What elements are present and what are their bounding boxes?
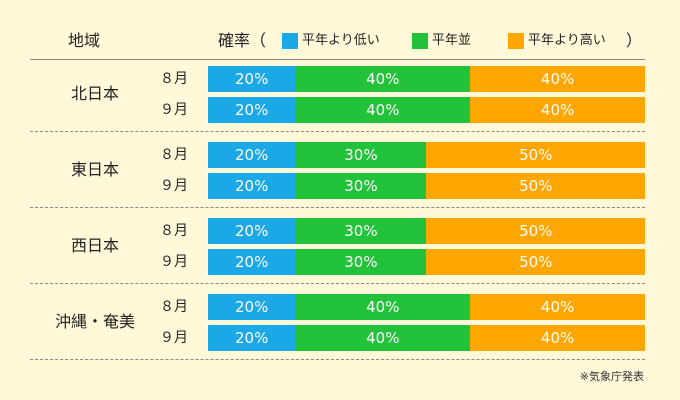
- legend-swatch-above: [508, 33, 524, 49]
- group-divider: [30, 359, 645, 360]
- bar-segment-normal: 40%: [295, 66, 471, 92]
- bar-segment-above: 50%: [426, 218, 645, 244]
- group-divider: [30, 131, 645, 132]
- legend-swatch-below: [282, 33, 298, 49]
- bar-segment-normal: 40%: [295, 97, 471, 123]
- month-label: ８月: [160, 71, 188, 87]
- bar-segment-normal: 30%: [295, 142, 427, 168]
- legend-label-above: 平年より高い: [528, 33, 606, 48]
- bar-segment-normal: 30%: [295, 249, 427, 275]
- region-header: 地域: [68, 31, 101, 50]
- month-label: ８月: [160, 223, 188, 239]
- bar-segment-above: 40%: [470, 325, 645, 351]
- month-label: ９月: [160, 178, 188, 194]
- stacked-bar: 20% 30% 50%: [208, 173, 645, 199]
- stacked-bar: 20% 40% 40%: [208, 97, 645, 123]
- stacked-bar: 20% 30% 50%: [208, 249, 645, 275]
- bar-segment-below: 20%: [208, 249, 296, 275]
- source-note: ※気象庁発表: [579, 370, 644, 383]
- group-divider: [30, 207, 645, 208]
- probability-header-close: ）: [626, 31, 643, 50]
- legend-item-below: 平年より低い: [282, 32, 380, 50]
- bar-segment-below: 20%: [208, 218, 296, 244]
- bar-segment-normal: 30%: [295, 218, 427, 244]
- legend-swatch-normal: [412, 33, 428, 49]
- bar-segment-above: 50%: [426, 173, 645, 199]
- bar-segment-below: 20%: [208, 325, 296, 351]
- stacked-bar: 20% 40% 40%: [208, 294, 645, 320]
- month-label: ９月: [160, 330, 188, 346]
- group-divider: [30, 283, 645, 284]
- month-label: ９月: [160, 102, 188, 118]
- month-label: ８月: [160, 299, 188, 315]
- month-label: ８月: [160, 147, 188, 163]
- probability-header: 確率（: [218, 31, 267, 50]
- region-label: 沖縄・奄美: [54, 312, 135, 331]
- stacked-bar: 20% 30% 50%: [208, 218, 645, 244]
- bar-segment-above: 40%: [470, 66, 645, 92]
- bar-segment-below: 20%: [208, 173, 296, 199]
- bar-segment-above: 40%: [470, 294, 645, 320]
- bar-segment-above: 40%: [470, 97, 645, 123]
- legend-item-normal: 平年並: [412, 32, 471, 50]
- region-label: 東日本: [70, 160, 119, 179]
- bar-segment-below: 20%: [208, 97, 296, 123]
- bar-segment-above: 50%: [426, 249, 645, 275]
- bar-segment-normal: 40%: [295, 325, 471, 351]
- bar-segment-normal: 30%: [295, 173, 427, 199]
- month-label: ９月: [160, 254, 188, 270]
- stacked-bar: 20% 40% 40%: [208, 325, 645, 351]
- region-label: 西日本: [70, 236, 119, 255]
- region-label: 北日本: [70, 84, 119, 103]
- bar-segment-below: 20%: [208, 294, 296, 320]
- legend-label-below: 平年より低い: [302, 33, 380, 48]
- stacked-bar: 20% 30% 50%: [208, 142, 645, 168]
- header-divider: [30, 59, 645, 60]
- bar-segment-normal: 40%: [295, 294, 471, 320]
- bar-segment-below: 20%: [208, 66, 296, 92]
- legend-item-above: 平年より高い: [508, 32, 606, 50]
- legend-label-normal: 平年並: [432, 33, 472, 48]
- bar-segment-above: 50%: [426, 142, 645, 168]
- stacked-bar: 20% 40% 40%: [208, 66, 645, 92]
- bar-segment-below: 20%: [208, 142, 296, 168]
